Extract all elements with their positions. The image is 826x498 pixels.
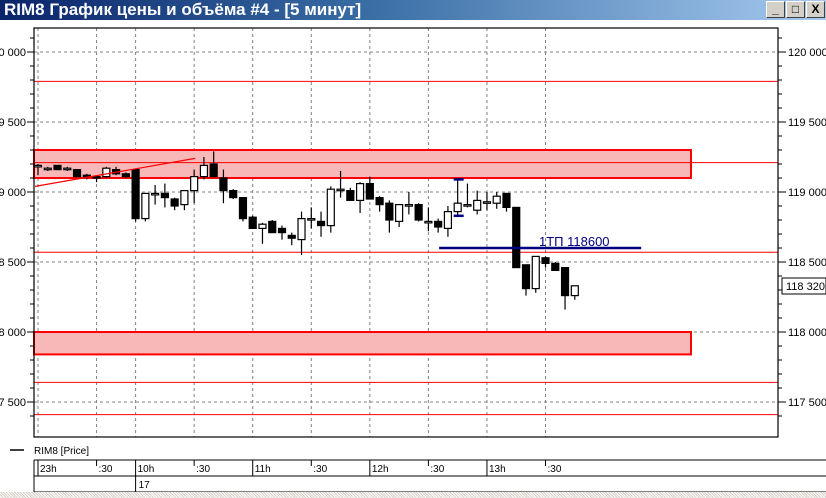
levels xyxy=(34,80,778,416)
candle-body xyxy=(473,199,482,211)
candle-body xyxy=(219,177,228,192)
drawings xyxy=(34,157,642,250)
candle-body xyxy=(560,267,570,297)
candle-body xyxy=(551,262,560,271)
last-price-label: 118 320 xyxy=(786,281,825,293)
candle-body xyxy=(492,195,501,204)
left-axis-label: 120 000 xyxy=(0,47,26,59)
candle-body xyxy=(482,201,492,204)
time-label: 10h xyxy=(138,464,155,475)
candle-body xyxy=(151,192,160,196)
candle-body xyxy=(385,202,394,221)
target-annotation[interactable]: 1ТП 118600 xyxy=(539,234,610,249)
candle-body xyxy=(443,211,453,230)
time-label: :30 xyxy=(430,464,444,475)
candle-body xyxy=(463,204,472,207)
candle-body xyxy=(180,190,189,206)
candle-body xyxy=(190,176,199,192)
candle-body xyxy=(160,192,169,199)
candle-body xyxy=(92,176,101,179)
right-axis-label: 119 500 xyxy=(788,117,826,129)
candle-body xyxy=(336,188,345,192)
title-bar: RIM8 График цены и объёма #4 - [5 минут]… xyxy=(0,0,826,20)
candle-body xyxy=(355,183,365,202)
candle-body xyxy=(570,285,579,297)
candle-body xyxy=(453,202,462,213)
candle-body xyxy=(297,218,306,241)
candle-body xyxy=(170,198,179,207)
right-axis-label: 118 500 xyxy=(788,257,826,269)
minimize-button[interactable]: _ xyxy=(766,1,785,18)
time-label: 12h xyxy=(372,464,389,475)
candle-body xyxy=(395,204,404,223)
time-label: :30 xyxy=(196,464,210,475)
candle-body xyxy=(346,190,355,202)
candle-body xyxy=(63,167,72,171)
time-label: :30 xyxy=(548,464,562,475)
candle-body xyxy=(229,190,238,199)
candle-body xyxy=(268,220,277,234)
candle-body xyxy=(199,164,209,178)
candle-body xyxy=(434,220,443,228)
candle-body xyxy=(512,206,521,269)
close-button[interactable]: X xyxy=(806,1,825,18)
candle-body xyxy=(53,164,62,171)
candle-body xyxy=(82,174,91,178)
maximize-button[interactable]: □ xyxy=(786,1,805,18)
candle-body xyxy=(33,164,43,168)
candles xyxy=(33,151,579,310)
candle-body xyxy=(287,234,296,239)
right-axis-label: 118 000 xyxy=(788,327,826,339)
time-label: :30 xyxy=(99,464,113,475)
candle-body xyxy=(531,255,540,290)
date-label: 17 xyxy=(139,480,151,491)
legend-label: RIM8 [Price] xyxy=(34,446,89,457)
grid xyxy=(34,28,778,437)
plot-frame xyxy=(33,27,779,438)
left-axis-label: 117 500 xyxy=(0,397,26,409)
candle-body xyxy=(277,227,287,234)
candle-body xyxy=(248,216,257,229)
support-resistance-zone xyxy=(33,331,692,356)
left-axis-label: 118 500 xyxy=(0,257,26,269)
candle-body xyxy=(102,167,111,178)
window-title: RIM8 График цены и объёма #4 - [5 минут] xyxy=(4,0,362,19)
candle-body xyxy=(502,192,511,208)
time-axis: 23h :30 10h :30 11h :30 12h :30 13h :30 17 xyxy=(33,459,826,492)
time-label: 23h xyxy=(40,464,57,475)
candle-body xyxy=(541,257,550,265)
axes: 120 000 120 000 119 500 119 500 119 000 119 0… xyxy=(0,28,826,437)
candle-body xyxy=(521,264,531,290)
right-axis-label: 119 000 xyxy=(788,187,826,199)
candle-body xyxy=(365,183,374,200)
candle-body xyxy=(258,223,267,229)
candle-body xyxy=(121,173,130,178)
left-axis-label: 119 000 xyxy=(0,187,26,199)
right-axis-label: 117 500 xyxy=(788,397,826,409)
right-axis-label: 120 000 xyxy=(788,47,826,59)
candle-body xyxy=(141,192,150,220)
candle-body xyxy=(209,163,218,178)
candle-body xyxy=(326,188,335,227)
candle-body xyxy=(43,167,52,171)
candle-body xyxy=(131,169,140,220)
candle-body xyxy=(375,197,384,206)
candle-body xyxy=(404,204,413,207)
candle-body xyxy=(238,197,248,220)
last-price-box xyxy=(781,277,826,295)
candle-body xyxy=(424,220,433,224)
left-axis-label: 118 000 xyxy=(0,327,26,339)
candle-body xyxy=(72,169,82,178)
candle-body xyxy=(414,204,423,221)
trend-line xyxy=(34,157,196,187)
time-label: 13h xyxy=(489,464,506,475)
horizontal-scrollbar[interactable] xyxy=(0,492,826,498)
candle-body xyxy=(316,220,326,227)
left-axis-label: 119 500 xyxy=(0,117,26,129)
time-label: 11h xyxy=(255,464,271,475)
candle-body xyxy=(307,218,316,221)
time-label: :30 xyxy=(313,464,327,475)
